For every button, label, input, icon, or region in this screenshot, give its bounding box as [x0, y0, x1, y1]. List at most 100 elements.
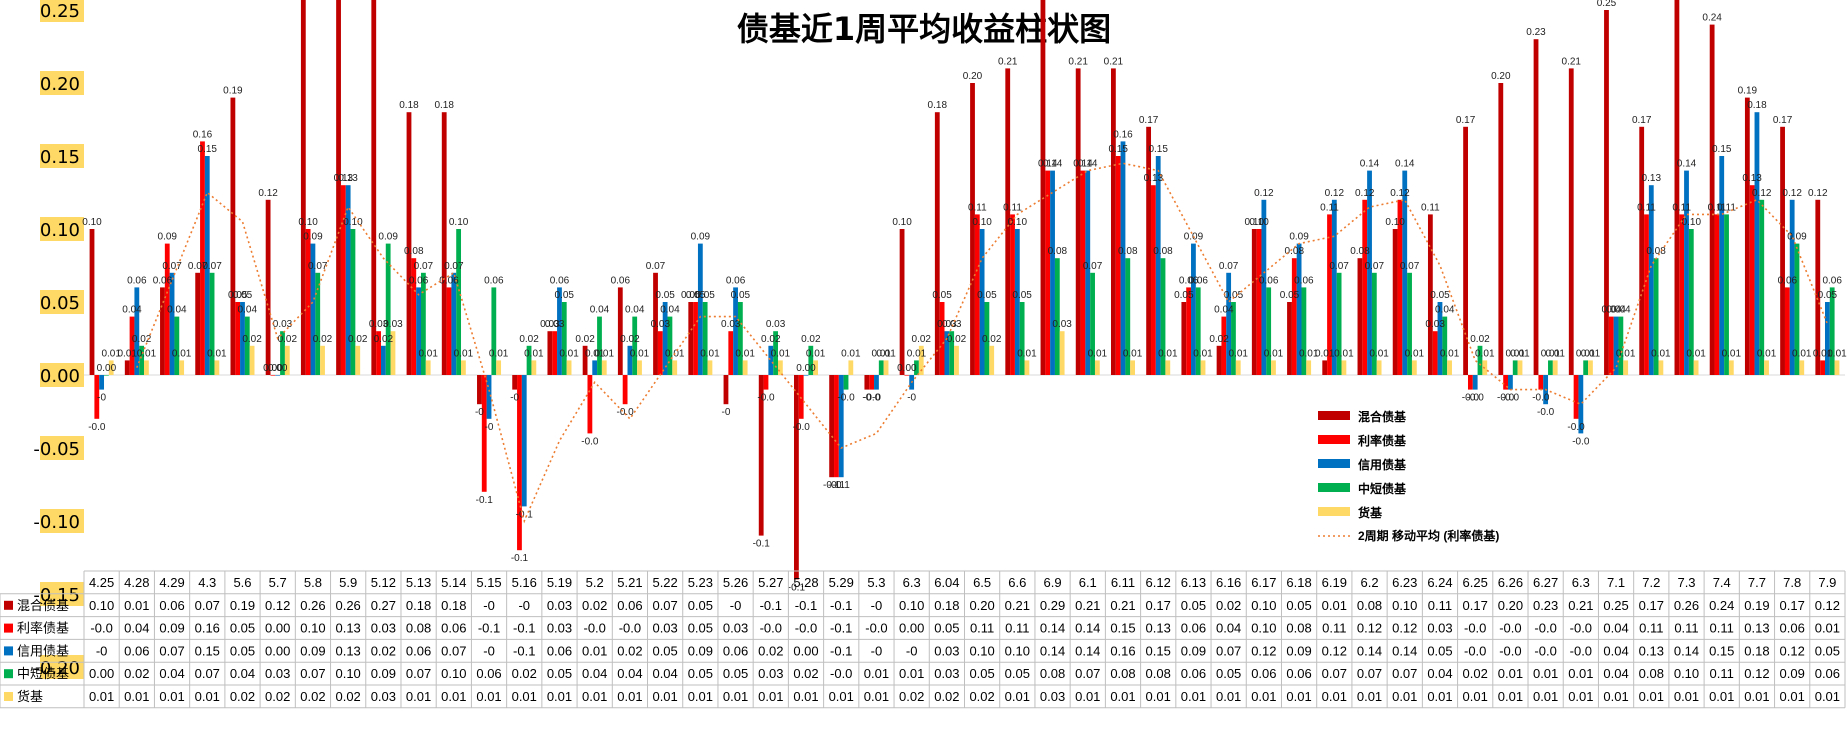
data-label: 0.06 — [1294, 275, 1314, 286]
data-label: 0.01 — [172, 348, 192, 359]
table-cell: 0.00 — [89, 666, 114, 681]
table-cell: -0.1 — [513, 621, 535, 636]
data-label: 0.02 — [313, 334, 333, 345]
table-cell: 0.01 — [617, 689, 642, 704]
bar-1-18 — [728, 331, 734, 375]
table-cell: 0.15 — [195, 643, 220, 658]
table-cell: -0.1 — [830, 643, 852, 658]
table-cell: 0.02 — [335, 689, 360, 704]
table-cell: -0.0 — [1570, 643, 1592, 658]
chart-title: 债基近1周平均收益柱状图 — [737, 10, 1111, 48]
ytick-highlight — [40, 71, 84, 95]
data-label: 0.14 — [1043, 159, 1063, 170]
data-label: 0.14 — [1073, 159, 1093, 170]
data-label: 0.15 — [1712, 144, 1732, 155]
bar-2-21 — [838, 375, 844, 478]
data-label: 0.13 — [334, 173, 354, 184]
table-header-cell: 6.25 — [1463, 575, 1488, 590]
table-cell: 0.12 — [1815, 598, 1840, 613]
table-cell: 0.01 — [864, 666, 889, 681]
data-label: 0.01 — [454, 348, 474, 359]
table-cell: 0.05 — [934, 621, 959, 636]
bar-0-49 — [1815, 199, 1821, 375]
data-label: 0.01 — [1541, 348, 1561, 359]
bar-2-45 — [1684, 170, 1689, 375]
bar-3-34 — [1301, 287, 1307, 375]
table-header-cell: 6.04 — [934, 575, 959, 590]
bar-1-39 — [1467, 375, 1473, 390]
data-label: 0.09 — [303, 232, 323, 243]
data-label: 0.07 — [1329, 261, 1349, 272]
table-cell: 0.18 — [441, 598, 466, 613]
data-label: 0.05 — [655, 290, 675, 301]
bar-3-42 — [1583, 360, 1589, 375]
table-cell: 0.07 — [1322, 666, 1347, 681]
table-cell: 0.12 — [1780, 643, 1805, 658]
bar-3-3 — [209, 272, 215, 375]
table-header-cell: 4.29 — [159, 575, 184, 590]
table-cell: 0.16 — [1110, 643, 1135, 658]
data-label: 0.08 — [1048, 246, 1068, 257]
bar-0-33 — [1251, 229, 1257, 375]
bar-2-25 — [979, 229, 985, 375]
table-cell: 0.17 — [1463, 598, 1488, 613]
bar-4-36 — [1376, 360, 1382, 375]
table-cell: 0.09 — [159, 621, 184, 636]
table-cell: -0.1 — [830, 598, 852, 613]
bar-4-29 — [1130, 360, 1135, 375]
table-cell: 0.01 — [1322, 598, 1347, 613]
table-cell: 0.04 — [230, 666, 255, 681]
data-label: 0.01 — [1264, 348, 1284, 359]
data-label: 0.06 — [409, 275, 429, 286]
bar-2-17 — [697, 243, 703, 375]
bar-0-42 — [1568, 68, 1574, 376]
bar-1-34 — [1291, 258, 1297, 375]
table-cell: 0.11 — [1710, 621, 1734, 636]
table-cell: -0.0 — [583, 621, 605, 636]
bar-4-44 — [1658, 360, 1664, 375]
table-cell: 0.14 — [1075, 643, 1100, 658]
bar-0-16 — [653, 272, 658, 375]
table-header-cell: 6.1 — [1079, 575, 1097, 590]
data-label: 0.05 — [695, 290, 715, 301]
data-label: -0.0 — [863, 393, 881, 404]
ytick-highlight — [40, 509, 84, 533]
bar-3-49 — [1829, 287, 1835, 375]
bar-3-45 — [1688, 229, 1694, 375]
table-cell: 0.09 — [371, 666, 396, 681]
table-cell: 0.01 — [688, 689, 713, 704]
bar-4-48 — [1799, 360, 1805, 375]
table-header-cell: 6.16 — [1216, 575, 1241, 590]
data-label: 0.03 — [1425, 319, 1445, 330]
bar-0-8 — [371, 0, 377, 376]
bar-0-25 — [970, 83, 975, 375]
data-label: 0.13 — [338, 173, 358, 184]
bar-4-49 — [1834, 360, 1840, 375]
data-label: 0.09 — [691, 232, 711, 243]
data-label: 0.02 — [519, 334, 539, 345]
bar-1-46 — [1714, 214, 1720, 375]
bar-1-28 — [1080, 170, 1086, 375]
data-label: 0.17 — [1632, 115, 1652, 126]
bar-4-43 — [1623, 360, 1629, 375]
table-header-cell: 6.23 — [1392, 575, 1417, 590]
y-axis-ticks: 0.350.300.250.200.150.100.050.00-0.05-0.… — [33, 0, 1845, 679]
bar-1-6 — [305, 229, 311, 375]
y-tick-label: -0.20 — [33, 658, 80, 679]
data-label: 0.01 — [1315, 348, 1335, 359]
bar-2-33 — [1261, 199, 1267, 375]
data-label: 0.18 — [1747, 100, 1767, 111]
y-tick-label: 0.25 — [40, 1, 80, 22]
data-label: 0.14 — [1038, 159, 1058, 170]
table-header-cell: 5.26 — [723, 575, 748, 590]
data-label: 0.01 — [1405, 348, 1425, 359]
bar-0-35 — [1322, 360, 1328, 375]
data-label: -0.1 — [823, 480, 841, 491]
bar-0-40 — [1498, 83, 1504, 375]
bar-0-14 — [582, 345, 588, 375]
bar-3-25 — [984, 302, 990, 375]
data-label: 0.04 — [1606, 305, 1626, 316]
data-label: 0.07 — [1400, 261, 1420, 272]
data-label: 0.06 — [1188, 275, 1208, 286]
